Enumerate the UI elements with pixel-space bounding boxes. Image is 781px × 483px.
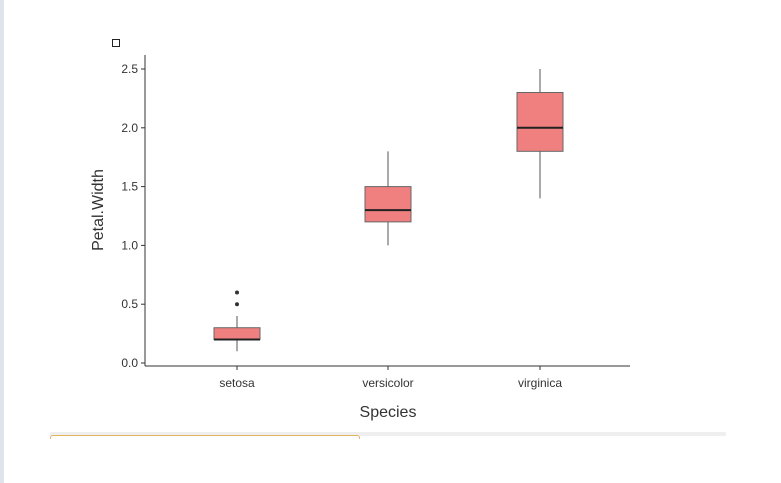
y-tick-label: 2.5 — [121, 62, 138, 76]
box-versicolor — [364, 151, 412, 246]
outlier-point — [235, 302, 239, 307]
y-tick-label: 1.5 — [121, 180, 138, 194]
left-window-edge — [0, 0, 4, 483]
box-virginica — [516, 69, 564, 199]
y-axis-ticks: 0.0 0.5 1.0 1.5 2.0 2.5 — [121, 62, 145, 370]
box-setosa — [213, 290, 261, 352]
interquartile-box — [516, 92, 564, 152]
box-series — [213, 69, 564, 352]
outlier-point — [235, 290, 239, 295]
x-axis-label: Species — [360, 404, 417, 421]
y-tick-label: 0.0 — [121, 356, 138, 370]
bottom-divider — [50, 432, 726, 436]
interquartile-box — [213, 327, 261, 340]
x-tick-label-setosa: setosa — [219, 376, 255, 390]
bottom-panel-tab — [50, 435, 360, 439]
y-tick-label: 1.0 — [121, 238, 138, 252]
plot-toggle-checkbox[interactable] — [112, 39, 120, 47]
x-axis-ticks: setosa versicolor virginica — [219, 366, 562, 390]
x-tick-label-virginica: virginica — [518, 376, 562, 390]
y-tick-label: 2.0 — [121, 121, 138, 135]
y-tick-label: 0.5 — [121, 297, 138, 311]
interquartile-box — [364, 186, 412, 223]
y-axis-label: Petal.Width — [90, 169, 107, 251]
x-tick-label-versicolor: versicolor — [362, 376, 413, 390]
